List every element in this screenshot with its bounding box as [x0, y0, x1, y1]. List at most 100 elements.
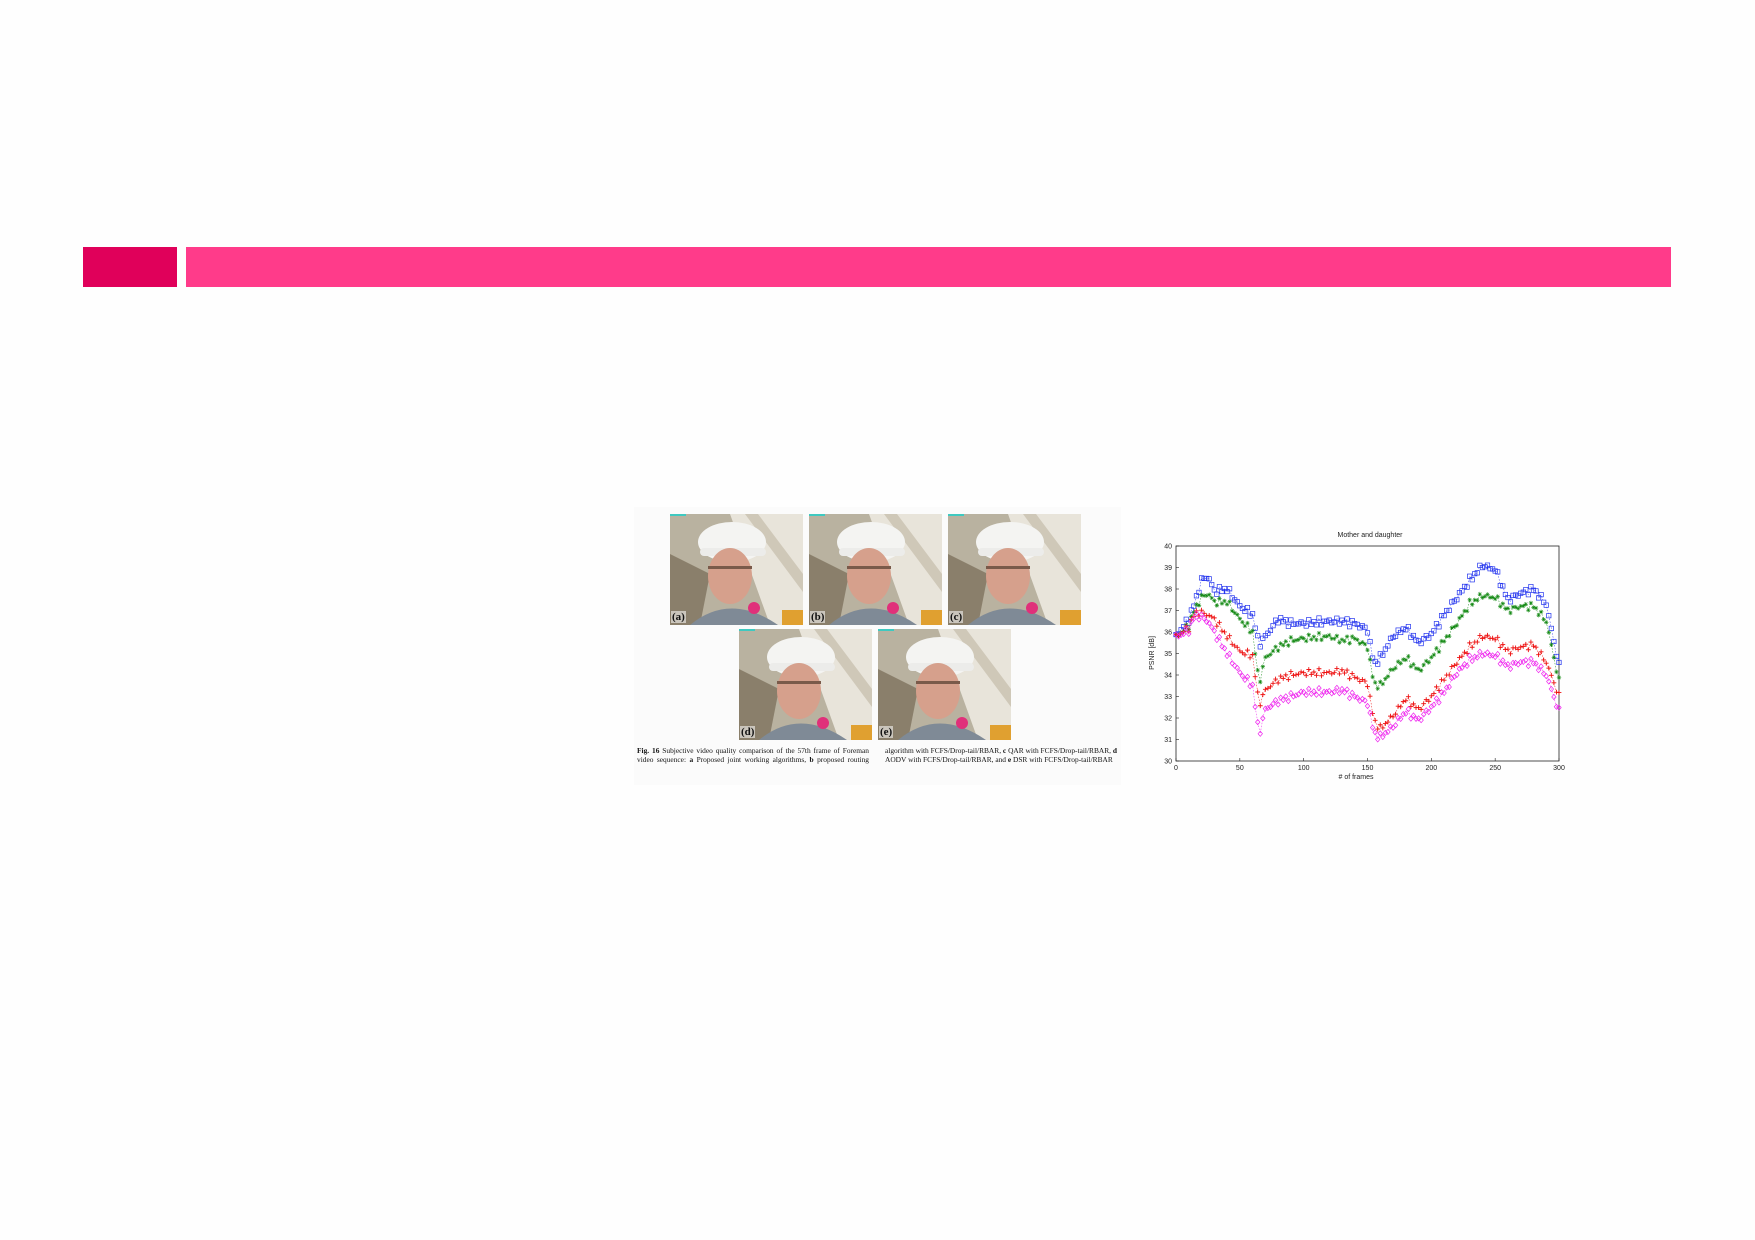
data-point: [1484, 649, 1491, 656]
data-point: [1206, 576, 1212, 582]
data-point: [1278, 673, 1284, 679]
data-point: [1219, 628, 1225, 634]
data-point: [1395, 659, 1401, 664]
data-point: [1508, 651, 1513, 657]
data-point: [1413, 637, 1419, 643]
data-point: [1209, 624, 1215, 631]
data-point: [1334, 666, 1340, 671]
data-point: [1360, 639, 1365, 645]
data-point: [1441, 639, 1447, 644]
data-point: [1444, 634, 1449, 639]
data-point: [1247, 683, 1253, 690]
data-point: [1518, 658, 1524, 666]
data-point: [1252, 651, 1258, 657]
data-point: [1538, 649, 1544, 655]
data-point: [1331, 670, 1337, 676]
data-point: [1441, 677, 1447, 683]
x-tick-label: 50: [1236, 765, 1244, 772]
data-point: [1456, 590, 1462, 596]
data-point: [1204, 613, 1210, 619]
data-point: [1543, 602, 1549, 608]
data-point: [1362, 697, 1368, 704]
data-point: [1229, 608, 1235, 613]
data-point: [1502, 591, 1508, 598]
data-point: [1533, 644, 1539, 650]
data-point: [1461, 583, 1468, 589]
data-point: [1429, 654, 1434, 660]
data-point: [1503, 606, 1508, 611]
data-point: [1454, 661, 1460, 667]
data-point: [1546, 678, 1552, 685]
data-point: [1403, 710, 1409, 717]
data-point: [1541, 617, 1546, 622]
data-point: [1556, 675, 1562, 680]
data-point: [1380, 733, 1386, 741]
data-point: [1327, 632, 1332, 638]
data-point: [1214, 636, 1220, 644]
data-point: [1318, 622, 1325, 628]
data-point: [1211, 615, 1217, 621]
data-point: [1452, 624, 1457, 630]
data-point: [1311, 688, 1317, 695]
data-point: [1449, 674, 1455, 682]
data-point: [1428, 630, 1434, 637]
data-point: [1454, 597, 1460, 603]
data-point: [1390, 634, 1396, 640]
data-point: [1510, 592, 1516, 598]
data-point: [1495, 634, 1501, 640]
frame-label: (b): [810, 611, 826, 623]
y-tick-label: 31: [1164, 737, 1172, 744]
data-point: [1329, 671, 1335, 677]
data-point: [1359, 623, 1365, 629]
data-point: [1265, 685, 1271, 691]
series-layer: [1173, 562, 1562, 743]
data-point: [1413, 715, 1419, 722]
data-point: [1214, 623, 1220, 629]
data-point: [1283, 672, 1289, 678]
data-point: [1531, 643, 1536, 649]
y-tick-label: 37: [1164, 608, 1172, 615]
data-point: [1290, 621, 1297, 627]
data-point: [1336, 621, 1342, 627]
data-point: [1466, 652, 1473, 659]
data-point: [1413, 666, 1419, 671]
chart-title: Mother and daughter: [1338, 532, 1404, 539]
data-point: [1505, 661, 1511, 668]
caption-text: DSR with FCFS/Drop-tail/RBAR: [1011, 755, 1113, 764]
data-point: [1293, 638, 1299, 643]
data-point: [1415, 715, 1422, 722]
data-point: [1339, 637, 1345, 642]
data-point: [1549, 642, 1554, 647]
data-point: [1490, 595, 1495, 600]
data-point: [1548, 685, 1554, 693]
data-point: [1426, 635, 1432, 641]
data-point: [1229, 641, 1235, 647]
data-point: [1380, 681, 1386, 687]
caption-fig-number: Fig. 16: [637, 746, 660, 755]
data-point: [1255, 718, 1261, 726]
data-point: [1288, 689, 1294, 697]
data-point: [1267, 703, 1274, 711]
data-point: [1331, 688, 1337, 696]
data-point: [1520, 589, 1526, 595]
data-point: [1541, 670, 1547, 677]
x-tick-label: 300: [1553, 765, 1565, 772]
data-point: [1479, 565, 1485, 571]
data-point: [1331, 619, 1337, 625]
data-point: [1270, 648, 1276, 654]
data-point: [1408, 664, 1414, 669]
data-point: [1247, 630, 1253, 635]
y-tick-label: 40: [1164, 544, 1172, 551]
data-point: [1375, 661, 1381, 667]
data-point: [1370, 655, 1376, 661]
data-point: [1188, 607, 1194, 613]
data-point: [1189, 614, 1194, 619]
data-point: [1270, 623, 1276, 629]
data-point: [1500, 583, 1506, 589]
data-point: [1380, 652, 1386, 658]
data-point: [1211, 627, 1217, 634]
frame-image-b: (b): [809, 514, 942, 625]
data-point: [1313, 691, 1320, 698]
data-point: [1393, 633, 1399, 639]
data-point: [1257, 730, 1263, 737]
